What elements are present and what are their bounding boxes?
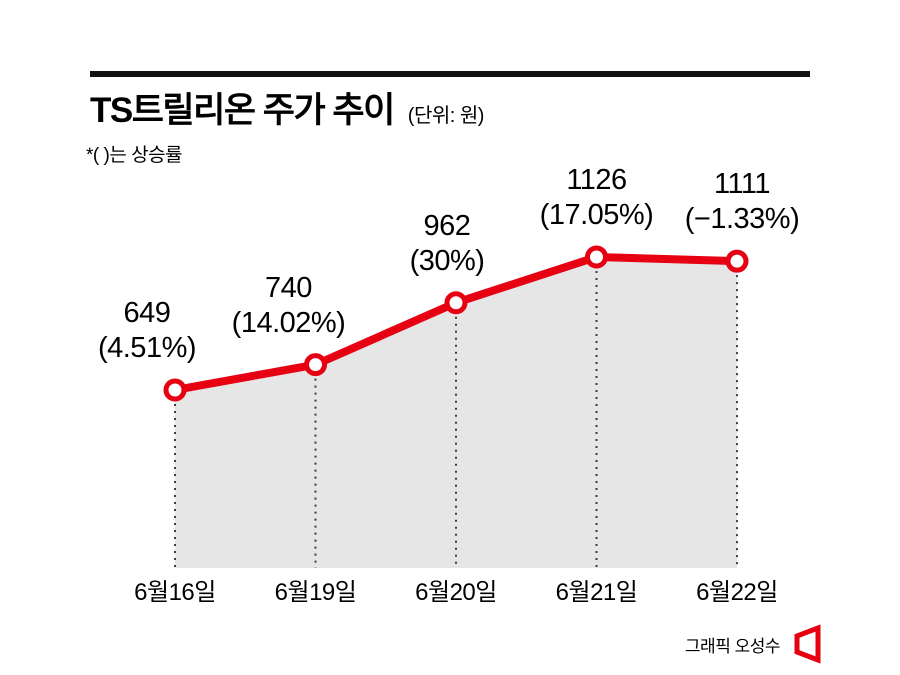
- price-value: 1111: [713, 168, 771, 201]
- price-value: 1126: [566, 164, 627, 196]
- page-title: TS트릴리온 주가 추이: [90, 91, 395, 130]
- chart-header: TS트릴리온 주가 추이 (단위: 원): [90, 82, 484, 133]
- change-pct: (4.51%): [97, 332, 197, 364]
- change-pct: (30%): [409, 244, 485, 277]
- data-point-marker: [725, 249, 749, 273]
- price-value: 962: [423, 209, 471, 242]
- unit-label: (단위: 원): [407, 105, 485, 127]
- change-pct: (−1.33%): [684, 203, 800, 236]
- publisher-logo-icon: [794, 624, 821, 664]
- credit-text: 그래픽 오성수: [684, 636, 781, 656]
- data-point-marker: [163, 378, 187, 402]
- footnote: *( )는 상승률: [86, 145, 183, 166]
- x-axis-label: 6월22일: [696, 579, 778, 606]
- value-label: 1126 (17.05%): [487, 163, 707, 233]
- change-pct: (14.02%): [231, 306, 346, 339]
- x-axis-label: 6월21일: [555, 579, 638, 606]
- x-axis-label: 6월16일: [134, 579, 216, 606]
- value-label: 740 (14.02%): [179, 271, 399, 341]
- price-value: 649: [123, 297, 171, 329]
- data-point-marker: [444, 291, 468, 315]
- x-axis-label: 6월19일: [274, 579, 357, 606]
- data-point-marker: [304, 353, 327, 377]
- x-axis-label: 6월20일: [415, 579, 497, 606]
- price-value: 740: [265, 271, 312, 304]
- header-rule: [90, 71, 810, 77]
- data-point-marker: [585, 245, 608, 269]
- change-pct: (17.05%): [539, 199, 654, 231]
- value-label: 962 (30%): [337, 209, 557, 279]
- value-label: 649 (4.51%): [37, 296, 257, 366]
- value-label: 1111 (−1.33%): [632, 167, 852, 237]
- credit-row: 그래픽 오성수: [685, 624, 822, 664]
